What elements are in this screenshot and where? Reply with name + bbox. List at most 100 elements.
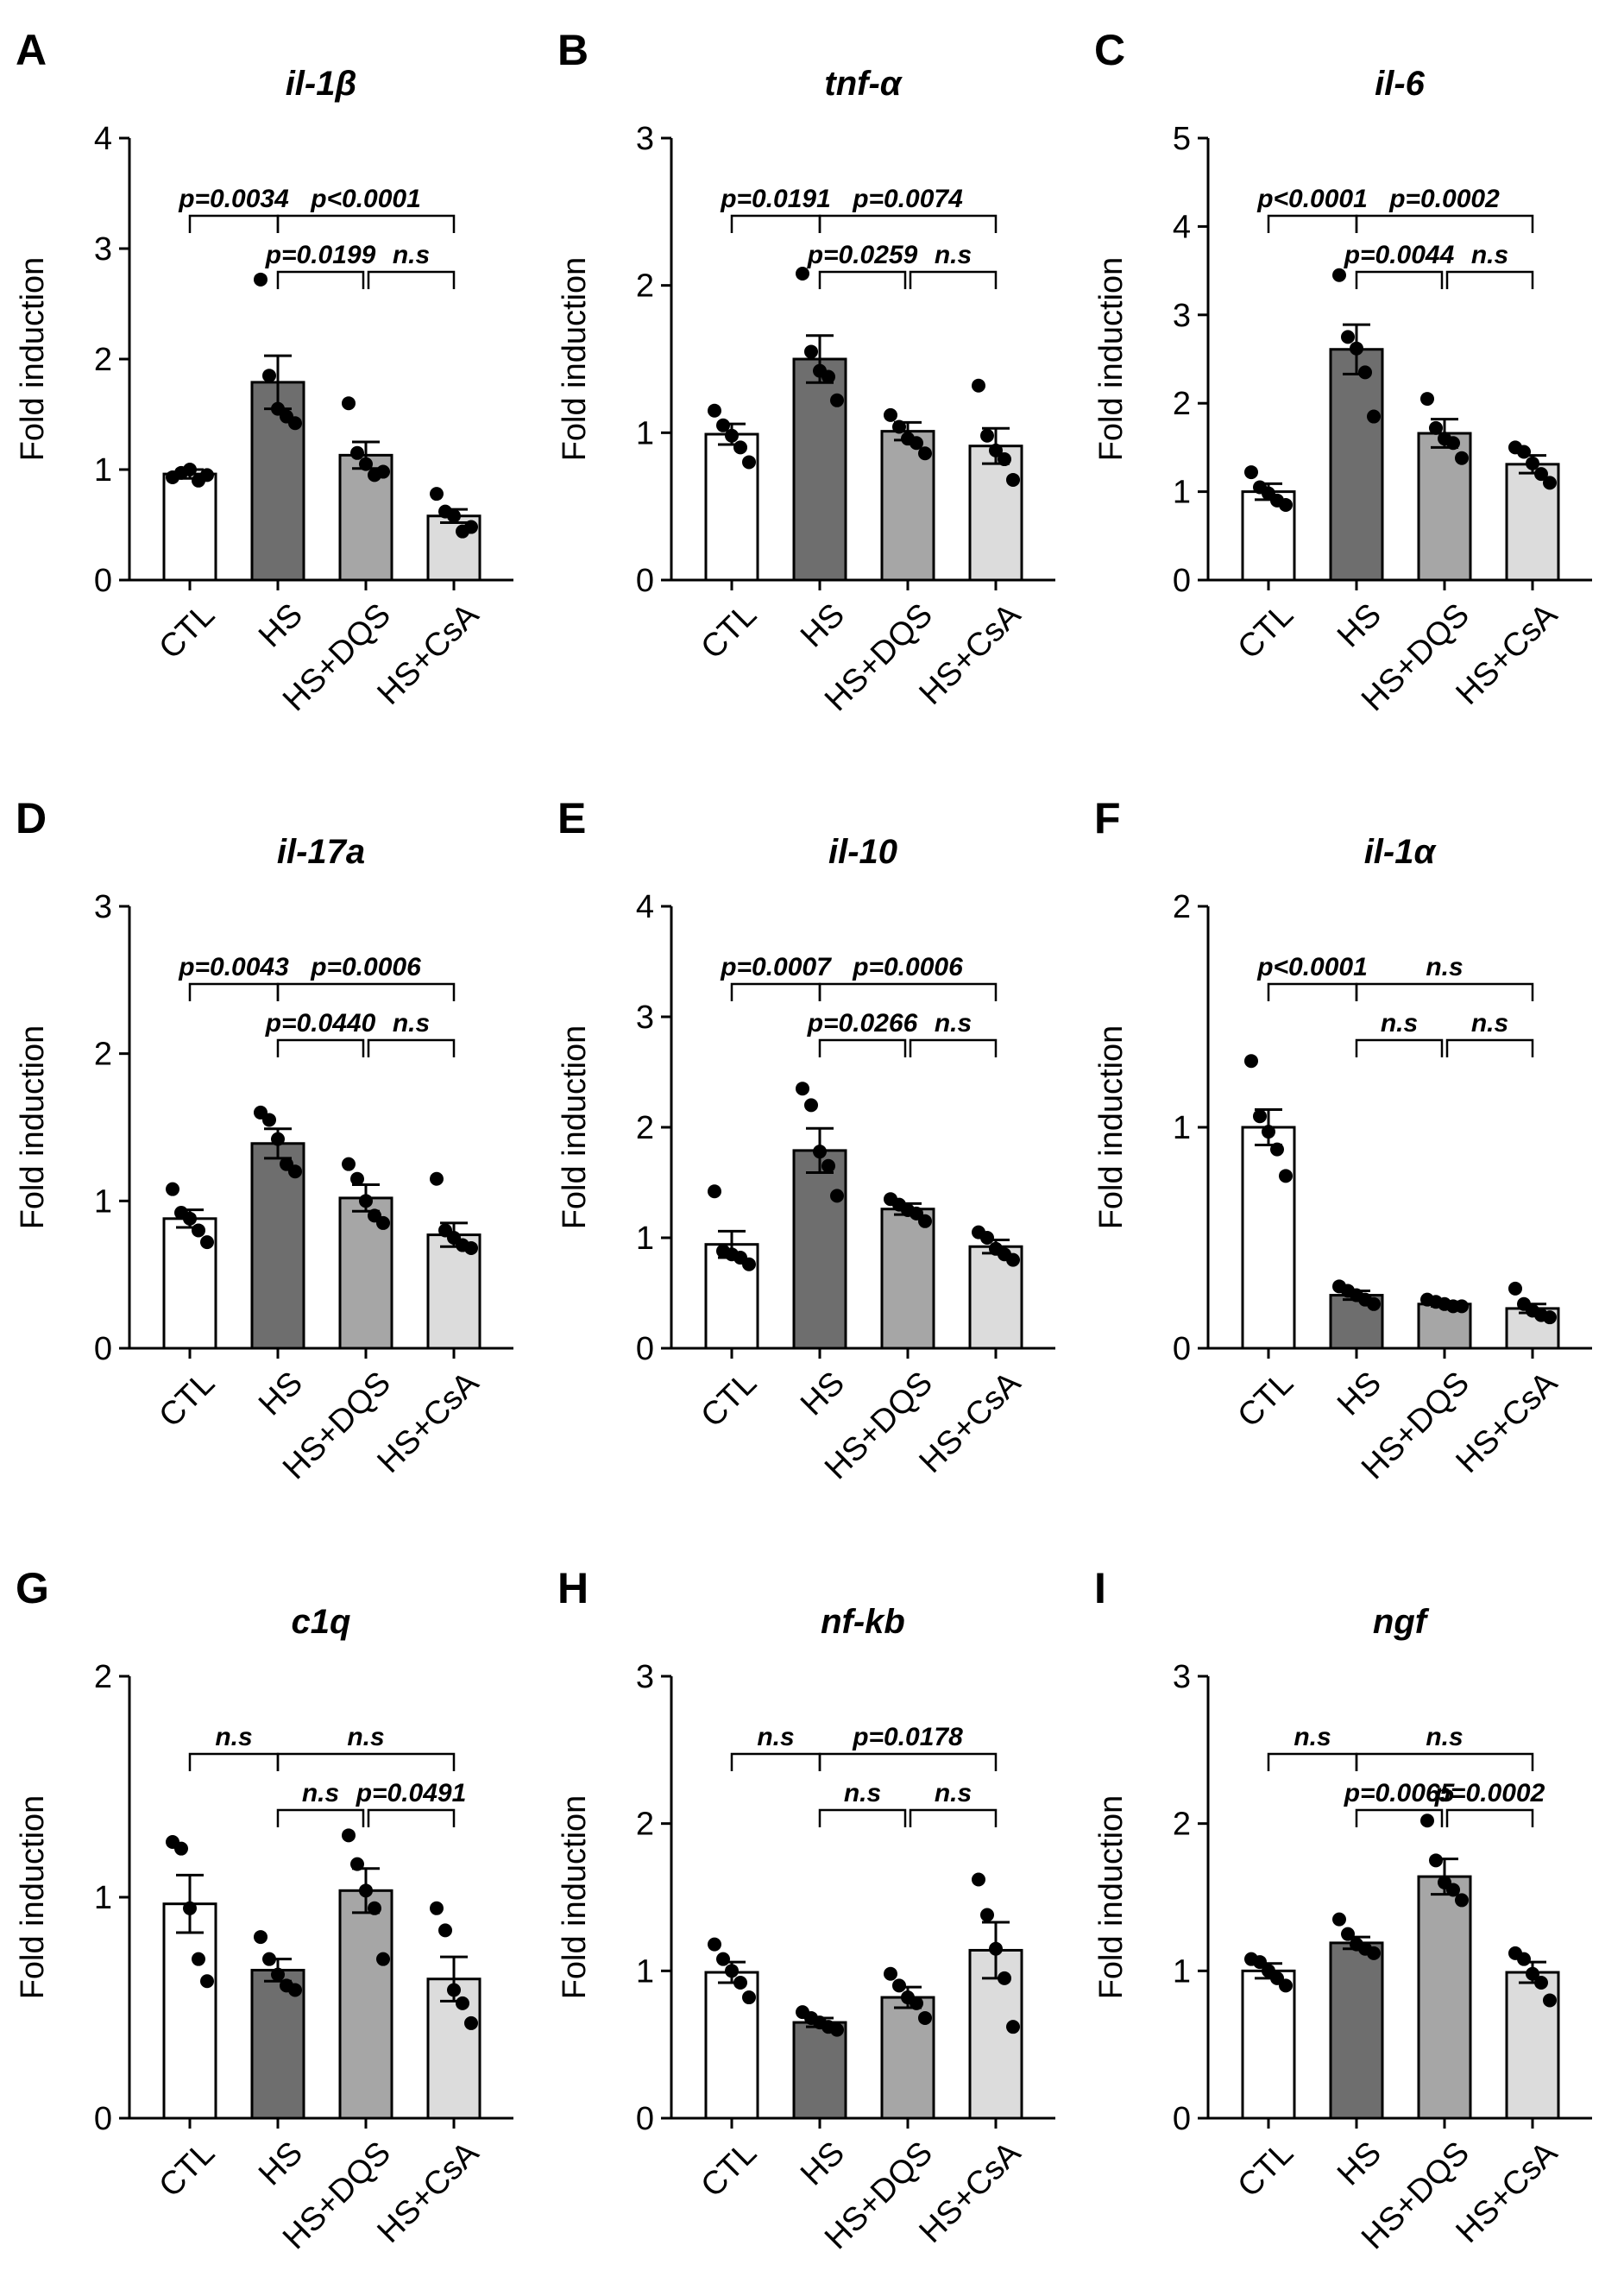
x-tick-label: HS: [794, 1365, 852, 1422]
y-tick-label: 3: [94, 231, 112, 268]
data-point: [288, 1983, 302, 1997]
x-tick-label: CTL: [1231, 1365, 1300, 1434]
significance-label: p=0.0178: [852, 1723, 963, 1751]
data-point: [1420, 392, 1434, 407]
data-point: [368, 1901, 381, 1915]
panel-letter: A: [16, 26, 47, 74]
significance-label: n.s: [347, 1723, 384, 1751]
data-point: [742, 455, 756, 470]
significance-bracket: [1445, 1038, 1534, 1057]
significance-label: p=0.0065: [1344, 1779, 1456, 1807]
y-tick-label: 0: [1173, 2101, 1191, 2137]
bar-0: [1241, 1126, 1296, 1350]
data-point: [200, 468, 214, 483]
data-point: [1253, 1109, 1267, 1124]
y-tick-label: 1: [94, 1880, 112, 1916]
panel-title: il-1β: [286, 65, 357, 103]
significance-label: n.s: [302, 1779, 339, 1807]
data-point: [972, 1872, 985, 1887]
x-tick-label: CTL: [153, 596, 222, 665]
y-tick-label: 1: [636, 1221, 654, 1257]
data-point: [980, 1908, 994, 1922]
data-point: [1455, 1299, 1469, 1314]
significance-bracket: [909, 1038, 998, 1057]
data-point: [980, 1231, 994, 1245]
y-tick-label: 0: [636, 2101, 654, 2137]
panel-title: ngf: [1373, 1603, 1430, 1641]
data-point: [830, 1189, 844, 1203]
panel-title: nf-kb: [821, 1603, 905, 1641]
significance-bracket: [730, 214, 821, 233]
data-point: [1543, 1310, 1557, 1325]
panel-letter: D: [16, 794, 47, 842]
panel-letter: F: [1094, 794, 1121, 842]
data-point: [464, 520, 478, 534]
data-point: [1332, 268, 1346, 282]
y-axis-label: Fold induction: [557, 1795, 593, 2000]
data-point: [830, 393, 844, 407]
y-tick-label: 0: [94, 2101, 112, 2137]
significance-label: n.s: [1471, 241, 1508, 269]
y-tick-label: 1: [94, 1183, 112, 1220]
data-point: [1429, 420, 1443, 435]
significance-label: p=0.0491: [356, 1779, 467, 1807]
significance-label: p=0.0440: [265, 1009, 376, 1038]
x-tick-label: CTL: [695, 1365, 764, 1434]
data-point: [430, 1171, 444, 1186]
data-point: [1446, 1883, 1460, 1897]
data-point: [262, 1113, 276, 1127]
data-point: [1006, 1252, 1020, 1267]
data-point: [1279, 497, 1293, 512]
y-axis-label: Fold induction: [15, 1795, 51, 2000]
significance-bracket: [1355, 1752, 1534, 1771]
significance-label: p<0.0001: [1256, 185, 1368, 213]
data-point: [821, 1158, 835, 1173]
data-point: [350, 1171, 364, 1186]
y-tick-label: 2: [94, 1037, 112, 1073]
y-tick-label: 2: [1173, 386, 1191, 422]
significance-bracket: [276, 1808, 365, 1827]
data-point: [183, 1211, 197, 1226]
data-point: [716, 418, 730, 432]
data-point: [892, 419, 906, 434]
data-point: [910, 436, 923, 451]
significance-bracket: [276, 270, 365, 289]
bar-1: [792, 357, 847, 582]
significance-bracket: [818, 214, 998, 233]
panel-letter: I: [1094, 1564, 1106, 1612]
significance-bracket: [188, 982, 280, 1001]
data-point: [884, 1966, 897, 1981]
x-tick-label: HS: [1331, 1365, 1388, 1422]
x-tick-label: HS: [252, 2135, 310, 2192]
data-point: [430, 1901, 444, 1915]
y-tick-label: 2: [636, 1110, 654, 1146]
data-point: [742, 1257, 756, 1271]
data-point: [342, 1157, 356, 1171]
x-tick-label: CTL: [1231, 596, 1300, 665]
x-tick-label: HS: [252, 596, 310, 654]
data-point: [376, 464, 390, 479]
data-point: [918, 446, 932, 461]
significance-label: p=0.0074: [852, 185, 963, 213]
data-point: [200, 1974, 214, 1989]
significance-label: p=0.0259: [807, 241, 918, 269]
data-point: [742, 1990, 756, 2005]
data-point: [464, 1240, 478, 1255]
data-point: [1341, 330, 1355, 344]
data-point: [821, 369, 835, 384]
significance-bracket: [188, 214, 280, 233]
y-tick-label: 0: [636, 563, 654, 599]
panel-letter: E: [557, 794, 586, 842]
data-point: [359, 1194, 373, 1208]
data-point: [1455, 451, 1469, 465]
y-tick-label: 2: [636, 268, 654, 305]
bar-0: [1241, 1969, 1296, 2120]
y-tick-label: 0: [1173, 1331, 1191, 1367]
significance-bracket: [367, 1808, 456, 1827]
data-point: [254, 1930, 268, 1945]
data-point: [447, 1983, 461, 1997]
data-point: [918, 1214, 932, 1228]
data-point: [910, 1996, 923, 2010]
